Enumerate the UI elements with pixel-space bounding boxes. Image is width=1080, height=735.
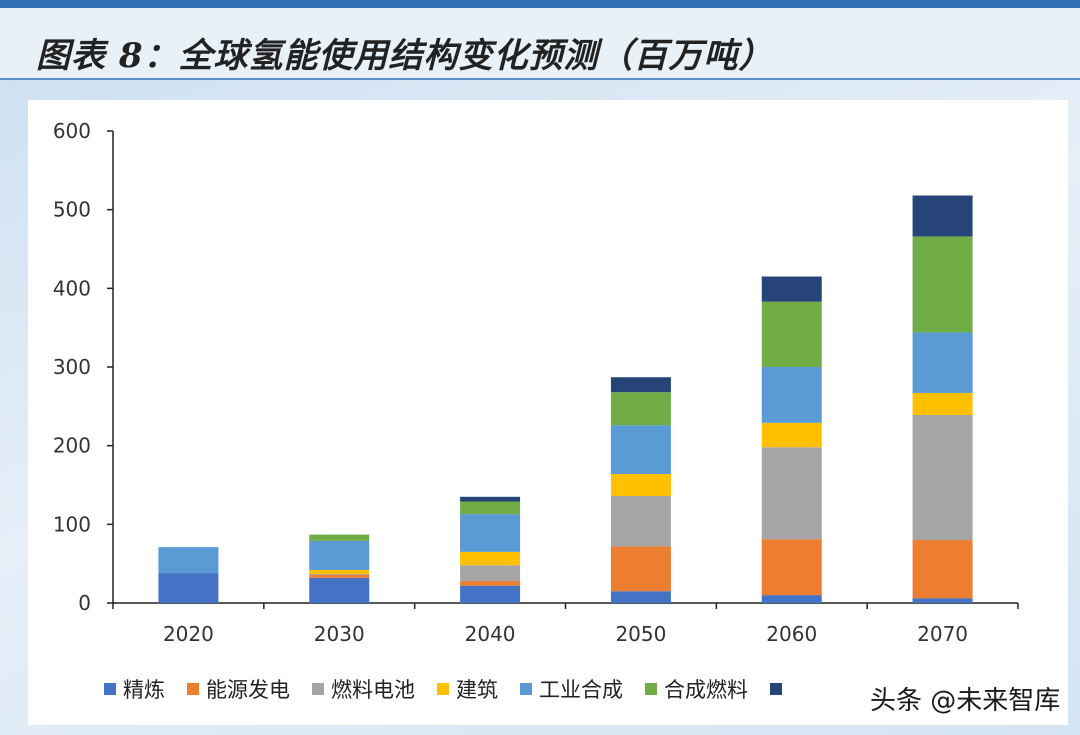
bar-segment	[309, 573, 370, 575]
legend-swatch	[187, 683, 199, 695]
legend-item: 工业合成	[520, 674, 623, 704]
watermark: 头条 @未来智库	[864, 680, 1067, 717]
y-tick-label: 400	[53, 276, 91, 300]
bar-segment	[761, 539, 822, 596]
bar-segment	[610, 546, 671, 592]
bar-segment	[610, 473, 671, 497]
title-bar: 图表 8：全球氢能使用结构变化预测（百万吨）	[0, 8, 1080, 82]
bar-segment	[761, 276, 822, 302]
bar-segment	[610, 496, 671, 547]
x-tick-label: 2030	[314, 622, 365, 646]
bar-segment	[912, 598, 973, 603]
y-tick-label: 100	[53, 512, 91, 536]
y-tick-label: 0	[78, 591, 91, 615]
legend-item: 建筑	[437, 674, 498, 704]
bar-segment	[460, 514, 521, 552]
x-tick-label: 2020	[163, 622, 214, 646]
bar-segment	[460, 501, 521, 515]
top-rule	[0, 0, 1080, 8]
bar-segment	[912, 236, 973, 333]
bar-segment	[460, 551, 521, 566]
legend-label: 建筑	[456, 678, 498, 702]
legend-swatch	[645, 683, 657, 695]
legend-swatch	[520, 683, 532, 695]
x-tick-label: 2070	[917, 622, 968, 646]
x-tick-label: 2060	[766, 622, 817, 646]
bar-segment	[912, 332, 973, 393]
legend-item: 合成燃料	[645, 674, 748, 704]
bar-segment	[460, 585, 521, 603]
bar-segment	[460, 580, 521, 586]
bar-segment	[761, 422, 822, 448]
bar-segment	[610, 392, 671, 426]
chart-title: 图表 8：全球氢能使用结构变化预测（百万吨）	[36, 36, 774, 76]
legend-swatch	[437, 683, 449, 695]
bar-segment	[309, 540, 370, 570]
bar-segment	[912, 414, 973, 541]
legend-item: 能源发电	[187, 674, 290, 704]
legend-swatch	[312, 683, 324, 695]
legend-item: 精炼	[104, 674, 165, 704]
legend-item: 燃料电池	[312, 674, 415, 704]
bar-segment	[460, 565, 521, 581]
x-tick-label: 2050	[615, 622, 666, 646]
legend: 精炼 能源发电 燃料电池 建筑 工业合成 合成燃料	[104, 674, 782, 704]
bar-segment	[610, 591, 671, 603]
bar-segment	[460, 496, 521, 502]
legend-label: 精炼	[123, 678, 165, 702]
bar-segment	[912, 540, 973, 599]
bar-segment	[309, 569, 370, 574]
bar-segment	[761, 447, 822, 540]
bar-segment	[158, 573, 219, 603]
bar-segment	[912, 195, 973, 237]
stacked-bar-chart: 0 100 200 300 400 500 600 2020 2030 2040 2050 2060 2…	[53, 119, 1019, 646]
bar-segment	[309, 577, 370, 603]
legend-swatch	[104, 683, 116, 695]
legend-swatch	[770, 683, 782, 695]
bar-segment	[912, 392, 973, 415]
plot-panel: 0 100 200 300 400 500 600 2020 2030 2040 2050 2060 2…	[28, 100, 1068, 725]
legend-label: 燃料电池	[331, 678, 415, 702]
legend-label: 能源发电	[206, 678, 290, 702]
bar-segment	[610, 377, 671, 393]
y-tick-label: 600	[53, 119, 91, 143]
bar-segment	[309, 534, 370, 541]
legend-item	[770, 683, 782, 695]
bar-segment	[309, 574, 370, 578]
bar-segment	[761, 595, 822, 603]
bar-segment	[761, 301, 822, 367]
bar-segment	[610, 425, 671, 474]
legend-label: 合成燃料	[664, 678, 748, 702]
x-tick-label: 2040	[465, 622, 516, 646]
bar-segment	[158, 547, 219, 574]
bar-segment	[761, 367, 822, 423]
y-tick-label: 200	[53, 434, 91, 458]
title-rule	[0, 78, 1080, 80]
legend-label: 工业合成	[539, 678, 623, 702]
y-tick-label: 500	[53, 198, 91, 222]
y-tick-label: 300	[53, 355, 91, 379]
